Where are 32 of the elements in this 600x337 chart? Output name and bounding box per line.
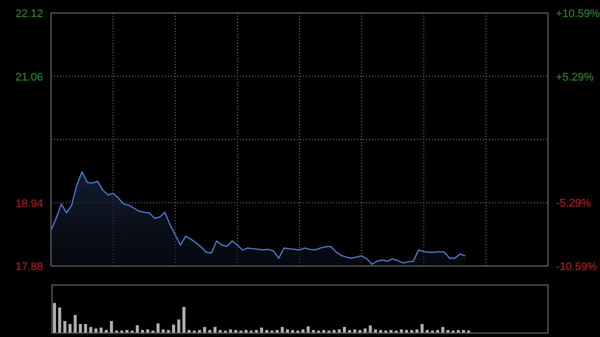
y-tick-label: 21.06 xyxy=(15,71,43,84)
bar xyxy=(177,320,180,333)
bar xyxy=(68,324,72,333)
bar xyxy=(172,324,176,333)
y2-tick-label: +10.59% xyxy=(556,8,600,20)
y2-tick-label: +5.29% xyxy=(556,71,594,84)
bar xyxy=(100,328,103,333)
bar xyxy=(182,306,186,333)
bar xyxy=(74,315,77,333)
bar xyxy=(368,326,372,333)
bar xyxy=(84,324,88,333)
bar xyxy=(53,303,56,333)
y-tick-label: 22.12 xyxy=(15,8,43,20)
bar xyxy=(306,326,310,333)
bar xyxy=(156,323,160,333)
bar xyxy=(342,327,346,333)
bar xyxy=(420,324,424,333)
bar xyxy=(280,327,284,333)
y2-tick-label: -5.29% xyxy=(556,198,592,210)
bar xyxy=(89,327,92,333)
y-tick-label: 18.94 xyxy=(15,198,43,210)
bar xyxy=(110,321,113,333)
bar xyxy=(63,321,66,333)
bar xyxy=(58,308,62,333)
bar xyxy=(78,324,82,333)
y-tick-label: 17.88 xyxy=(15,261,43,273)
y2-tick-label: -10.59% xyxy=(556,261,598,273)
bar xyxy=(136,325,139,333)
bar xyxy=(213,327,216,333)
bar xyxy=(441,327,444,333)
bar xyxy=(260,328,264,333)
bar xyxy=(203,327,206,333)
